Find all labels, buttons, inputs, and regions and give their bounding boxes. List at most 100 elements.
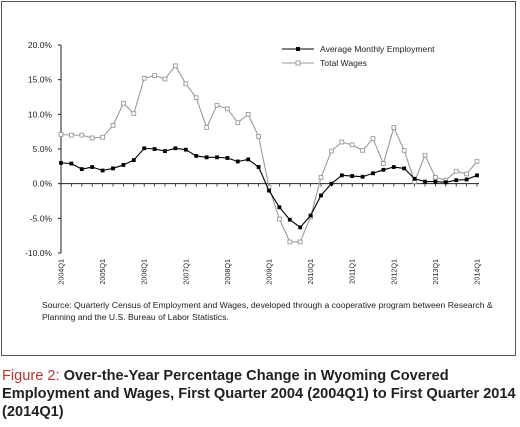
wages-point [193,95,199,101]
employment-point [246,157,251,162]
employment-point [225,156,230,160]
wages-point [110,123,116,128]
wages-point [69,132,74,138]
employment-point [319,193,323,198]
employment-point [59,160,63,165]
wages-point [256,134,261,139]
chart-legend: Average Monthly Employment Total Wages [282,44,435,68]
x-tick-label: 2004Q1 [57,259,66,285]
employment-point [371,171,375,176]
wages-point [277,216,282,222]
legend-label: Average Monthly Employment [320,44,435,54]
employment-point [433,179,438,184]
employment-point [475,173,479,178]
employment-point [194,154,199,158]
wages-point [474,159,480,164]
employment-point [267,188,271,193]
y-tick-label: 5.0% [33,144,53,154]
employment-point [204,155,209,160]
series-line-wages [60,64,478,243]
chart-frame: 20.0% 15.0% 10.0% 5.0% 0.0% -5.0% -10.0% 2004Q1… [1,1,516,356]
employment-point [350,174,355,178]
employment-point [277,205,282,210]
employment-point [215,155,219,160]
y-tick-label: -10.0% [25,248,52,258]
chart-axes: 20.0% 15.0% 10.0% 5.0% 0.0% -5.0% -10.0% 2004Q1… [25,40,481,285]
x-tick-label: 2007Q1 [181,259,190,285]
x-tick-label: 2010Q1 [306,259,315,285]
employment-point [69,161,74,166]
employment-point [235,159,240,164]
wages-point [173,63,178,69]
employment-point [142,146,147,151]
wages-point [235,120,241,126]
wages-point [89,135,95,141]
wages-point [349,142,355,148]
x-tick-label: 2005Q1 [98,259,107,285]
wages-point [381,161,386,166]
wages-point [225,106,230,112]
wages-point [121,100,126,106]
figure-title: Over-the-Year Percentage Change in Wyomi… [2,368,516,420]
employment-point [412,176,417,181]
wages-point [214,102,220,108]
x-tick-label: 2012Q1 [389,259,398,285]
figure-caption: Figure 2: Over-the-Year Percentage Chang… [2,367,517,421]
employment-point [360,174,365,179]
wages-point [401,148,407,153]
wages-point [162,76,168,82]
employment-point [121,163,126,167]
employment-point [152,147,157,151]
employment-point [183,147,188,152]
wages-point [100,134,105,140]
x-tick-label: 2008Q1 [223,259,232,285]
employment-point [111,166,115,171]
wages-point [464,171,469,177]
y-tick-label: 20.0% [28,40,53,50]
wages-point [360,148,365,153]
wages-point [79,132,85,138]
employment-point [308,213,313,218]
employment-point [163,149,167,153]
legend-marker [296,47,300,51]
wages-point [370,136,376,141]
x-tick-label: 2009Q1 [265,259,274,285]
line-chart: 20.0% 15.0% 10.0% 5.0% 0.0% -5.0% -10.0% 2004Q1… [25,40,481,285]
wages-point [141,75,147,81]
wages-point [433,175,438,180]
employment-point [131,158,136,162]
y-tick-label: -5.0% [30,213,53,223]
wages-point [391,125,397,130]
employment-point [464,177,469,182]
y-tick-label: 15.0% [28,75,53,85]
wages-point [297,239,303,245]
figure-label: Figure 2: [2,368,60,384]
wages-point [339,139,345,145]
employment-point [339,173,344,178]
x-tick-label: 2006Q1 [140,259,149,285]
employment-point [100,168,105,173]
employment-point [329,181,334,186]
employment-point [423,179,427,184]
employment-point [256,165,261,169]
chart-marks [58,63,480,245]
employment-point [298,225,303,230]
employment-point [79,167,84,172]
employment-point [287,217,292,222]
x-tick-label: 2011Q1 [348,259,357,284]
employment-point [173,146,178,151]
employment-point [90,165,95,169]
wages-point [453,168,459,174]
employment-point [454,178,459,183]
employment-point [391,165,396,169]
x-tick-label: 2013Q1 [431,259,440,285]
wages-point [204,125,209,130]
legend-label: Total Wages [320,58,367,68]
wages-point [245,111,251,117]
legend-marker [295,60,301,66]
y-tick-label: 0.0% [33,179,53,189]
employment-point [381,167,386,172]
source-note: Source: Quarterly Census of Employment a… [42,300,493,322]
x-tick-label: 2014Q1 [473,259,482,285]
wages-point [152,73,157,78]
